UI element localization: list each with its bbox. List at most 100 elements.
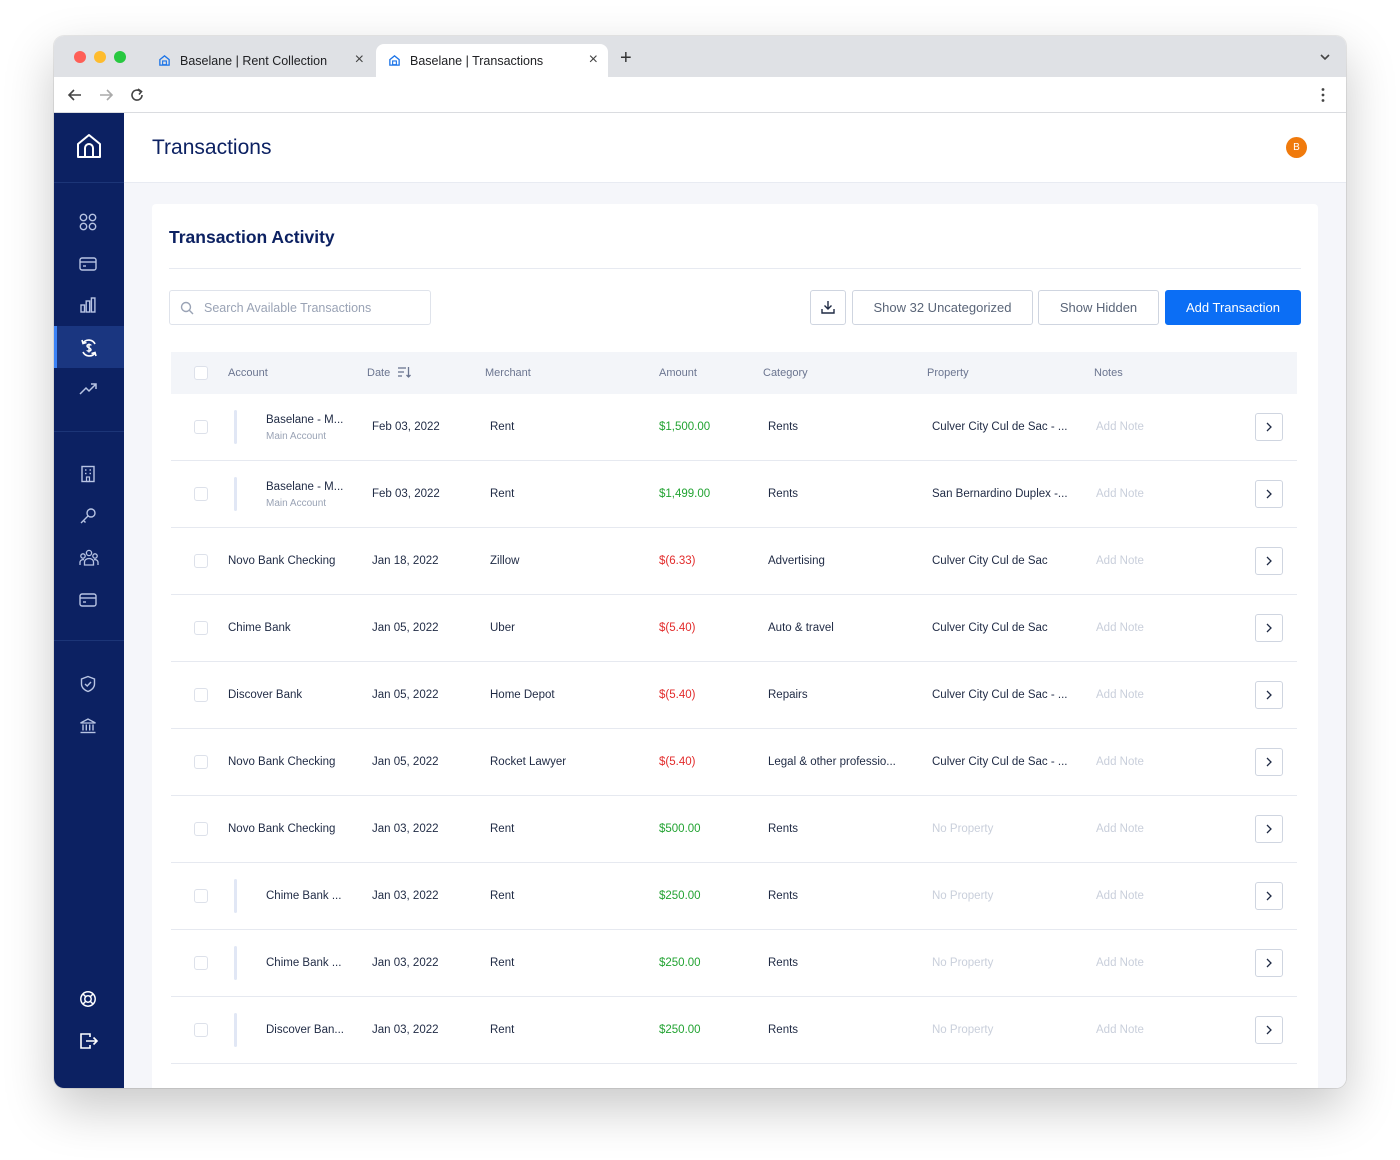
table-row[interactable]: Chime Bank ... Jan 03, 2022 Rent $250.00 Ren… (171, 930, 1297, 997)
property-select[interactable]: Culver City Cul de Sac - ... (932, 421, 1068, 433)
category-select[interactable]: Advertising (768, 555, 825, 567)
select-all-checkbox[interactable] (194, 366, 208, 380)
table-row[interactable]: Discover Bank Jan 05, 2022 Home Depot $(5.4… (171, 662, 1297, 729)
add-note-field[interactable]: Add Note (1096, 622, 1144, 634)
download-button[interactable] (810, 290, 846, 325)
new-tab-button[interactable]: + (620, 47, 632, 69)
sidebar-item-performance[interactable] (54, 368, 124, 410)
browser-tab-rent-collection[interactable]: Baselane | Rent Collection × (146, 44, 374, 77)
category-select[interactable]: Repairs (768, 689, 808, 701)
add-note-field[interactable]: Add Note (1096, 756, 1144, 768)
sidebar-item-dashboard[interactable] (54, 201, 124, 243)
column-header-category[interactable]: Category (763, 367, 808, 379)
category-select[interactable]: Rents (768, 421, 799, 433)
add-note-field[interactable]: Add Note (1096, 689, 1144, 701)
table-row[interactable]: Novo Bank Checking Jan 18, 2022 Zillow $(6.… (171, 528, 1297, 595)
show-hidden-button[interactable]: Show Hidden (1038, 290, 1159, 325)
category-select[interactable]: Rents (768, 890, 799, 902)
row-checkbox[interactable] (194, 554, 208, 568)
sidebar-item-transactions[interactable] (54, 326, 124, 368)
row-checkbox[interactable] (194, 755, 208, 769)
row-details-button[interactable] (1255, 480, 1283, 508)
column-header-amount[interactable]: Amount (659, 367, 697, 379)
sidebar-item-insurance[interactable] (54, 663, 124, 705)
table-row[interactable]: Baselane - M... Main Account Feb 03, 2022 R… (171, 461, 1297, 528)
category-select[interactable]: Rents (768, 823, 799, 835)
forward-arrow-icon[interactable] (97, 86, 115, 104)
table-row[interactable]: Baselane - M... Main Account Feb 03, 2022 R… (171, 394, 1297, 461)
row-details-button[interactable] (1255, 614, 1283, 642)
row-details-button[interactable] (1255, 1016, 1283, 1044)
add-note-field[interactable]: Add Note (1096, 421, 1144, 433)
property-select[interactable]: Culver City Cul de Sac - ... (932, 689, 1068, 701)
reload-icon[interactable] (128, 86, 146, 104)
add-note-field[interactable]: Add Note (1096, 488, 1144, 500)
row-checkbox[interactable] (194, 822, 208, 836)
sidebar-item-cards[interactable] (54, 243, 124, 285)
row-checkbox[interactable] (194, 1023, 208, 1037)
column-header-property[interactable]: Property (927, 367, 969, 379)
property-select[interactable]: Culver City Cul de Sac - ... (932, 756, 1068, 768)
sidebar-item-tenants[interactable] (54, 537, 124, 579)
sidebar-item-banking[interactable] (54, 579, 124, 621)
property-select[interactable]: San Bernardino Duplex -... (932, 488, 1068, 500)
add-note-field[interactable]: Add Note (1096, 555, 1144, 567)
sidebar-item-rent-collection[interactable] (54, 495, 124, 537)
browser-menu-icon[interactable] (1314, 86, 1332, 104)
add-transaction-button[interactable]: Add Transaction (1165, 290, 1301, 325)
sidebar-item-analytics[interactable] (54, 284, 124, 326)
baselane-logo[interactable] (54, 113, 124, 183)
property-select[interactable]: No Property (932, 890, 994, 902)
search-input[interactable] (204, 299, 419, 317)
property-select[interactable]: Culver City Cul de Sac (932, 555, 1048, 567)
browser-tab-transactions[interactable]: Baselane | Transactions × (376, 44, 608, 77)
sidebar-item-logout[interactable] (54, 1020, 124, 1062)
category-select[interactable]: Legal & other professio... (768, 756, 896, 768)
row-details-button[interactable] (1255, 748, 1283, 776)
table-row[interactable]: Discover Ban... Jan 03, 2022 Rent $250.00 Re… (171, 997, 1297, 1064)
row-checkbox[interactable] (194, 621, 208, 635)
category-select[interactable]: Rents (768, 957, 799, 969)
row-checkbox[interactable] (194, 420, 208, 434)
row-checkbox[interactable] (194, 688, 208, 702)
back-arrow-icon[interactable] (66, 86, 84, 104)
table-row[interactable]: Novo Bank Checking Jan 03, 2022 Rent $500.0… (171, 796, 1297, 863)
minimize-window-button[interactable] (94, 51, 106, 63)
tab-close-icon[interactable]: × (588, 51, 598, 68)
column-header-date[interactable]: Date (367, 367, 391, 379)
row-checkbox[interactable] (194, 487, 208, 501)
column-header-merchant[interactable]: Merchant (485, 367, 531, 379)
table-row[interactable]: Chime Bank Jan 05, 2022 Uber $(5.40) Auto & … (171, 595, 1297, 662)
property-select[interactable]: No Property (932, 1024, 994, 1036)
row-details-button[interactable] (1255, 681, 1283, 709)
row-details-button[interactable] (1255, 882, 1283, 910)
property-select[interactable]: Culver City Cul de Sac (932, 622, 1048, 634)
sidebar-item-help[interactable] (54, 978, 124, 1020)
row-checkbox[interactable] (194, 956, 208, 970)
add-note-field[interactable]: Add Note (1096, 823, 1144, 835)
sidebar-item-properties[interactable] (54, 453, 124, 495)
table-row[interactable]: Chime Bank ... Jan 03, 2022 Rent $250.00 Ren… (171, 863, 1297, 930)
row-details-button[interactable] (1255, 949, 1283, 977)
add-note-field[interactable]: Add Note (1096, 957, 1144, 969)
tab-close-icon[interactable]: × (354, 51, 364, 68)
row-details-button[interactable] (1255, 413, 1283, 441)
category-select[interactable]: Rents (768, 1024, 799, 1036)
row-details-button[interactable] (1255, 815, 1283, 843)
row-checkbox[interactable] (194, 889, 208, 903)
close-window-button[interactable] (74, 51, 86, 63)
table-row[interactable]: Novo Bank Checking Jan 05, 2022 Rocket Law… (171, 729, 1297, 796)
sort-descending-icon[interactable] (397, 365, 411, 379)
show-uncategorized-button[interactable]: Show 32 Uncategorized (852, 290, 1033, 325)
avatar[interactable]: B (1286, 137, 1307, 158)
row-details-button[interactable] (1255, 547, 1283, 575)
tab-search-chevron-icon[interactable] (1318, 50, 1332, 64)
add-note-field[interactable]: Add Note (1096, 890, 1144, 902)
property-select[interactable]: No Property (932, 823, 994, 835)
property-select[interactable]: No Property (932, 957, 994, 969)
category-select[interactable]: Rents (768, 488, 799, 500)
maximize-window-button[interactable] (114, 51, 126, 63)
category-select[interactable]: Auto & travel (768, 622, 834, 634)
column-header-account[interactable]: Account (228, 367, 268, 379)
add-note-field[interactable]: Add Note (1096, 1024, 1144, 1036)
